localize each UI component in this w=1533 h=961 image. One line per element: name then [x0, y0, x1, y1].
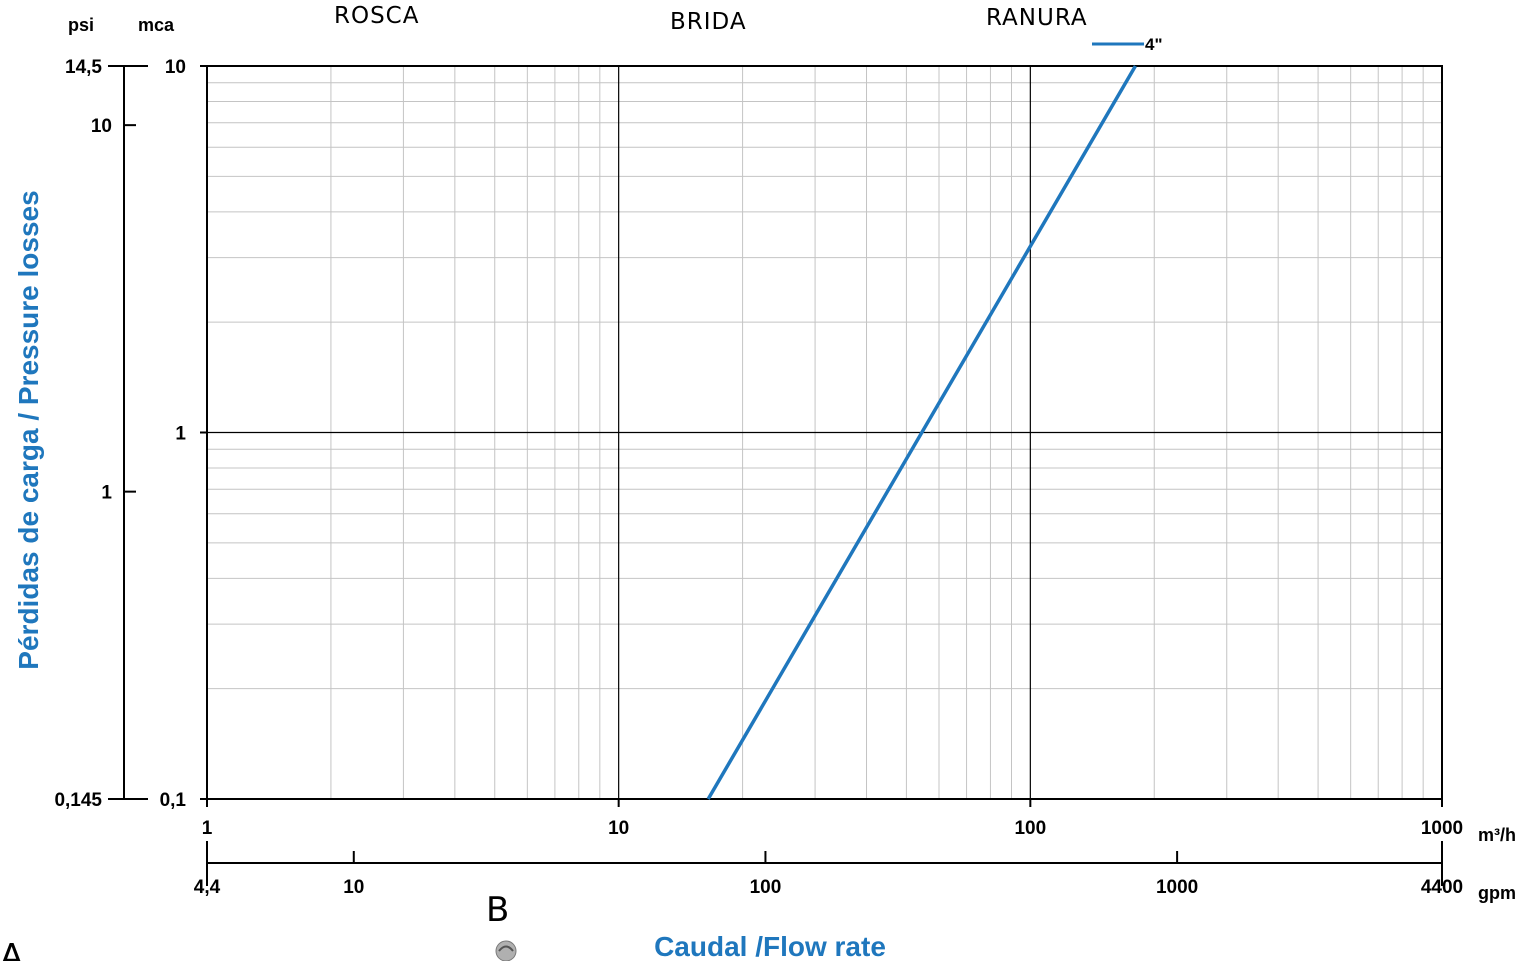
marker-a: A: [0, 937, 23, 961]
psi-tick-label: 10: [91, 116, 112, 137]
x-tick-label: 10: [608, 818, 629, 839]
psi-axis: 0,145 1 10 14,5: [54, 57, 148, 811]
x-axis: 1 10 100 1000: [202, 799, 1463, 839]
x-tick-label: 1000: [1421, 818, 1463, 839]
legend-label-4in: 4": [1145, 35, 1163, 54]
gpm-tick-label: 1000: [1156, 877, 1198, 898]
psi-tick-label: 14,5: [65, 57, 102, 78]
small-badge-icon: [495, 940, 517, 961]
gpm-unit-label: gpm: [1478, 883, 1516, 903]
x-tick-label: 100: [1014, 818, 1046, 839]
y-tick-label: 1: [175, 424, 186, 445]
category-rosca: ROSCA: [334, 3, 419, 29]
gpm-axis: 4,4 10 100 1000 4400: [194, 841, 1463, 898]
y-axis: 0,1 1 10: [160, 57, 207, 811]
y-tick-label: 10: [165, 57, 186, 78]
gpm-tick-label: 4400: [1421, 877, 1463, 898]
category-ranura: RANURA: [986, 5, 1088, 31]
mca-header: mca: [138, 15, 175, 35]
x-tick-label: 1: [202, 818, 213, 839]
x-axis-title: Caudal /Flow rate: [654, 931, 886, 961]
psi-tick-label: 1: [101, 483, 112, 504]
category-brida: BRIDA: [670, 9, 747, 35]
gpm-tick-label: 100: [750, 877, 782, 898]
psi-header: psi: [68, 15, 94, 35]
y-tick-label: 0,1: [160, 790, 187, 811]
m3h-unit-label: m³/h: [1478, 825, 1516, 845]
gpm-tick-label: 10: [343, 877, 364, 898]
psi-tick-label: 0,145: [54, 790, 102, 811]
y-axis-title: Pérdidas de carga / Pressure losses: [13, 190, 44, 669]
series-line-4in: [706, 65, 1137, 800]
gpm-tick-label: 4,4: [194, 877, 221, 898]
marker-b: B: [486, 890, 509, 930]
series-layer: [706, 65, 1137, 800]
